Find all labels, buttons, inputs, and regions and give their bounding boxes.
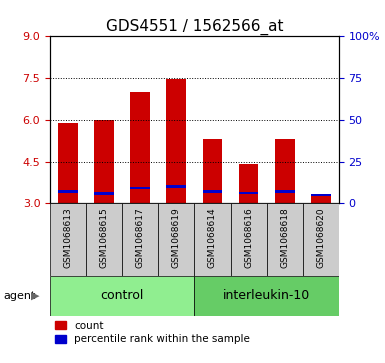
Bar [166,185,186,188]
Bar [311,193,331,196]
Text: agent: agent [4,291,36,301]
Bar [194,203,231,276]
Bar [58,123,78,203]
Text: GSM1068617: GSM1068617 [136,207,145,268]
Bar [166,79,186,203]
Bar [94,192,114,195]
Text: GSM1068619: GSM1068619 [172,207,181,268]
Bar [131,187,150,189]
Bar [131,92,150,203]
Text: ▶: ▶ [31,291,39,301]
Bar [158,203,194,276]
Bar [194,276,339,316]
Bar [275,139,295,203]
Text: interleukin-10: interleukin-10 [223,289,310,302]
Bar [94,120,114,203]
Bar [303,203,339,276]
Text: GSM1068614: GSM1068614 [208,207,217,268]
Text: GSM1068613: GSM1068613 [64,207,73,268]
Bar [86,203,122,276]
Text: GSM1068618: GSM1068618 [280,207,289,268]
Bar [275,190,295,193]
Title: GDS4551 / 1562566_at: GDS4551 / 1562566_at [105,19,283,35]
Bar [231,203,266,276]
Bar [239,192,258,194]
Bar [50,203,86,276]
Text: GSM1068615: GSM1068615 [100,207,109,268]
Text: GSM1068616: GSM1068616 [244,207,253,268]
Bar [203,139,223,203]
Bar [58,190,78,193]
Bar [203,190,223,193]
Bar [311,193,331,203]
Bar [122,203,158,276]
Legend: count, percentile rank within the sample: count, percentile rank within the sample [55,321,250,344]
Bar [50,276,194,316]
Text: GSM1068620: GSM1068620 [316,207,325,268]
Text: control: control [100,289,144,302]
Bar [266,203,303,276]
Bar [239,164,258,203]
